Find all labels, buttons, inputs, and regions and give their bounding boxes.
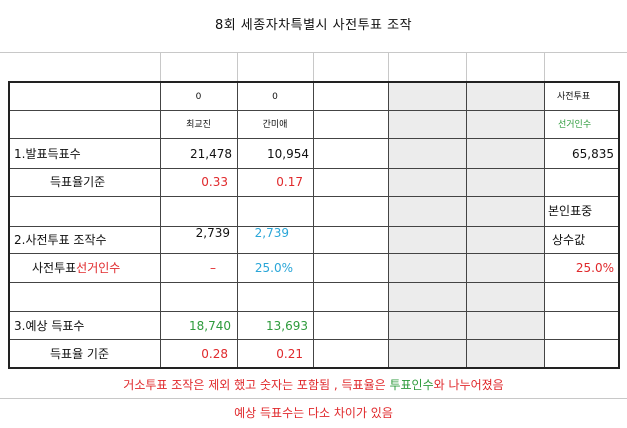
row2-cand1: 0.33 [201,175,228,189]
note-line-1c: 와 나누어졌음 [433,378,504,392]
row1-right: 65,835 [572,147,614,161]
row5-right: 25.0% [575,261,614,275]
note-line-1b: 투표인수 [389,378,434,392]
note-line-2: 예상 득표수는 다소 차이가 있음 [234,406,393,420]
shaded-column-1 [388,82,466,368]
row4-label: 2.사전투표 조작수 [14,233,107,247]
row5-label-a: 사전투표 [32,261,77,275]
row7-label: 3.예상 득표수 [14,319,85,333]
cand2-name: 간미애 [262,120,288,130]
note-line-1: 거소투표 조작은 제외 했고 숫자는 포함됨 , 득표율은 투표인수와 나누어졌… [0,376,627,393]
row4-right: 상수값 [552,233,586,247]
sheet-title: 8회 세종자차특별시 사전투표 조작 [214,18,413,33]
row1-cand2: 10,954 [267,147,309,161]
cand1-name: 최교진 [186,120,211,130]
right-header-sub: 선거인수 [558,120,592,130]
right-header-top: 사전투표 [557,92,591,102]
cand1-number: 0 [195,92,202,102]
row1-cand1: 21,478 [190,147,232,161]
cand2-number: 0 [272,92,278,102]
row5-label-b: 선거인수 [76,261,121,275]
row4-cand2: 2,739 [254,226,289,240]
row5-cand2: 25.0% [254,261,293,275]
row3-right: 본인표중 [548,204,593,218]
row7-cand1: 18,740 [189,319,231,333]
row7-cand2: 13,693 [266,319,308,333]
row1-label: 1.발표득표수 [14,147,81,161]
note-line-1a: 거소투표 조작은 제외 했고 숫자는 포함됨 , 득표율은 [123,378,390,392]
row5-cand1: – [210,261,216,275]
row4-cand1: 2,739 [195,226,230,240]
row8-cand1: 0.28 [201,347,228,361]
row2-cand2: 0.17 [276,175,303,189]
row8-label: 득표율 기준 [50,347,110,361]
shaded-column-2 [466,82,544,368]
row8-cand2: 0.21 [276,347,303,361]
row5-label: 사전투표선거인수 [32,260,120,276]
row2-label: 득표율기준 [50,175,106,189]
